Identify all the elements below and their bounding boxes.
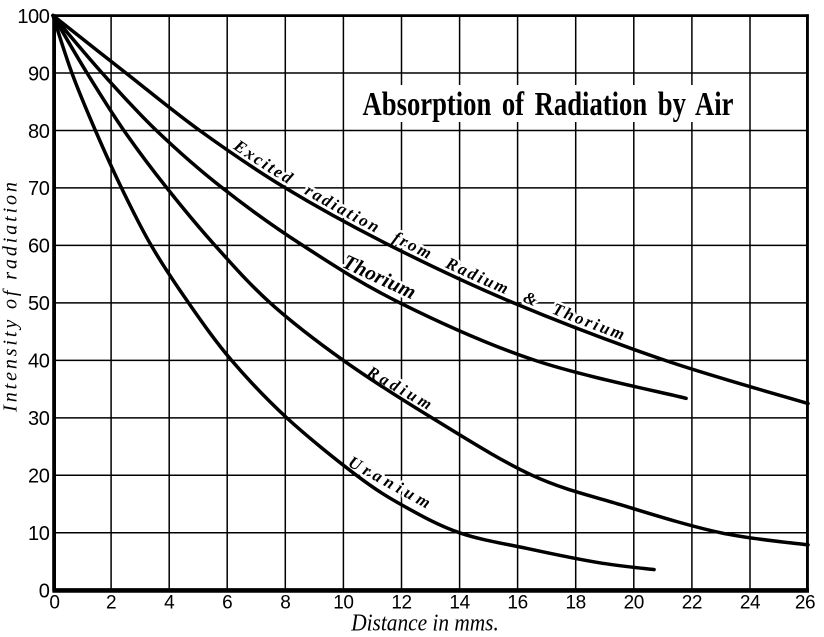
svg-text:100: 100 <box>17 6 49 28</box>
svg-text:60: 60 <box>28 236 50 258</box>
svg-text:90: 90 <box>28 63 50 85</box>
svg-text:Intensity of radiation: Intensity of radiation <box>0 179 22 413</box>
svg-text:0: 0 <box>49 593 59 614</box>
svg-text:24: 24 <box>740 593 761 614</box>
svg-text:20: 20 <box>624 593 644 614</box>
svg-text:8: 8 <box>280 593 290 614</box>
svg-text:40: 40 <box>28 351 50 373</box>
svg-text:18: 18 <box>566 593 586 614</box>
svg-text:50: 50 <box>28 293 50 315</box>
svg-text:12: 12 <box>391 593 411 614</box>
svg-text:10: 10 <box>28 523 50 545</box>
svg-text:26: 26 <box>795 593 815 614</box>
svg-text:20: 20 <box>28 466 50 488</box>
svg-text:2: 2 <box>106 593 116 614</box>
svg-text:14: 14 <box>449 593 470 614</box>
svg-text:80: 80 <box>28 121 50 143</box>
svg-text:10: 10 <box>333 593 353 614</box>
svg-text:30: 30 <box>28 408 50 430</box>
svg-text:0: 0 <box>39 581 50 603</box>
svg-text:16: 16 <box>507 593 527 614</box>
svg-text:70: 70 <box>28 178 50 200</box>
svg-text:22: 22 <box>682 593 702 614</box>
svg-text:Distance in mms.: Distance in mms. <box>350 609 499 635</box>
svg-text:Absorption of Radiation by Air: Absorption of Radiation by Air <box>363 85 734 123</box>
svg-text:4: 4 <box>164 593 175 614</box>
svg-text:6: 6 <box>222 593 232 614</box>
